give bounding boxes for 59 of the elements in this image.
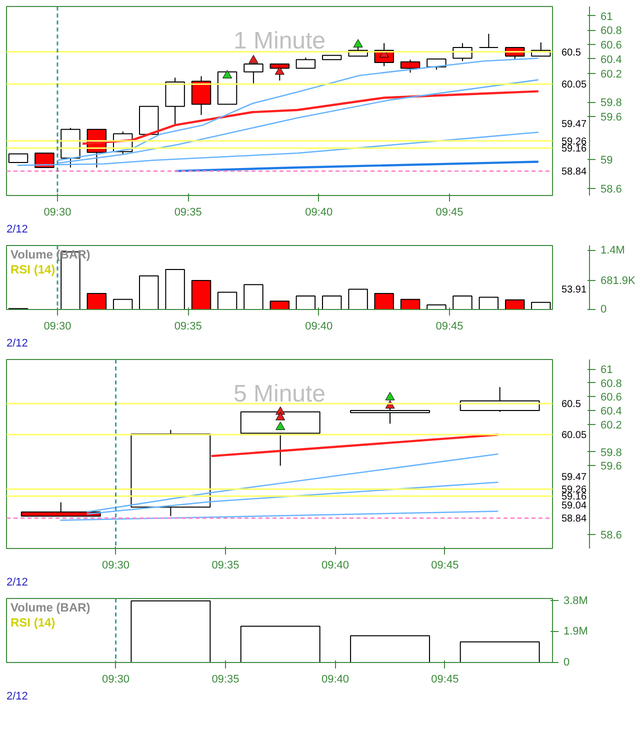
text: 2/12: [6, 224, 28, 236]
y-tick-label: 0: [564, 656, 570, 668]
y-tick-label: 59.8: [600, 97, 622, 110]
x-tick-label: 09:30: [102, 560, 130, 572]
ref-line-label: 59.16: [562, 144, 587, 155]
y-tick-label: 681.9K: [600, 274, 636, 287]
x-tick-label: 09:40: [305, 320, 333, 332]
x-tick-label: 09:45: [436, 206, 464, 218]
text: 1 Minute: [233, 28, 326, 54]
y-tick-label: 61: [600, 10, 613, 23]
text: 59.04: [562, 500, 587, 512]
text: 53.91: [562, 284, 587, 296]
x-tick-label: 09:35: [174, 320, 202, 332]
x-tick-label: 09:45: [431, 674, 459, 686]
y-tick-label: 59.6: [600, 460, 622, 473]
y-tick-label: 58.6: [600, 183, 622, 196]
x-tick-label: 09:35: [212, 674, 240, 686]
text: 2/12: [6, 338, 28, 350]
ref-line-label: 60.5: [562, 399, 582, 410]
y-tick-label: 1.4M: [600, 244, 625, 257]
y-tick-label: 3.8M: [564, 594, 588, 607]
x-tick-label: 09:40: [321, 560, 350, 572]
text: 5 Minute: [233, 380, 326, 408]
annotation: RSI (14): [10, 616, 56, 630]
annotation: RSI (14): [10, 262, 56, 276]
x-tick-label: 09:30: [44, 320, 72, 332]
ref-line-label: 60.05: [562, 80, 587, 91]
ref-line-label: 58.84: [562, 166, 587, 178]
y-tick-label: 59: [600, 154, 613, 167]
text: 59.47: [562, 472, 587, 484]
y-tick-label: 60.2: [600, 68, 622, 80]
y-tick-label: 60.4: [600, 54, 622, 66]
text: 2/12: [6, 690, 28, 702]
x-tick-label: 09:35: [174, 206, 202, 218]
ref-line-label: 58.84: [562, 514, 587, 525]
x-tick-label: 09:30: [44, 206, 72, 218]
text: 2/12: [6, 576, 28, 588]
y-tick-label: 59.8: [600, 446, 622, 459]
y-tick-label: 61: [600, 364, 613, 376]
x-tick-label: 09:45: [431, 560, 459, 572]
y-tick-label: 58.6: [600, 530, 622, 542]
y-tick-label: 60.6: [600, 392, 622, 404]
y-tick-label: 1.9M: [564, 626, 588, 638]
y-tick-label: 60.8: [600, 25, 622, 38]
x-tick-label: 09:45: [436, 320, 464, 332]
y-tick-label: 60.6: [600, 40, 622, 52]
x-tick-label: 09:40: [305, 206, 333, 218]
x-tick-label: 09:30: [102, 674, 130, 686]
x-tick-label: 09:35: [212, 560, 240, 572]
y-tick-label: 0: [600, 304, 607, 316]
y-tick-label: 60.8: [600, 378, 622, 390]
y-tick-label: 59.6: [600, 111, 622, 124]
x-tick-label: 09:40: [321, 674, 350, 686]
annotation: Volume (BAR): [10, 600, 90, 614]
ref-line-label: 60.5: [562, 47, 582, 58]
y-tick-label: 60.2: [600, 419, 622, 432]
y-tick-label: 60.4: [600, 406, 622, 418]
ref-line-label: 60.05: [562, 430, 587, 442]
text: 59.47: [562, 119, 587, 130]
